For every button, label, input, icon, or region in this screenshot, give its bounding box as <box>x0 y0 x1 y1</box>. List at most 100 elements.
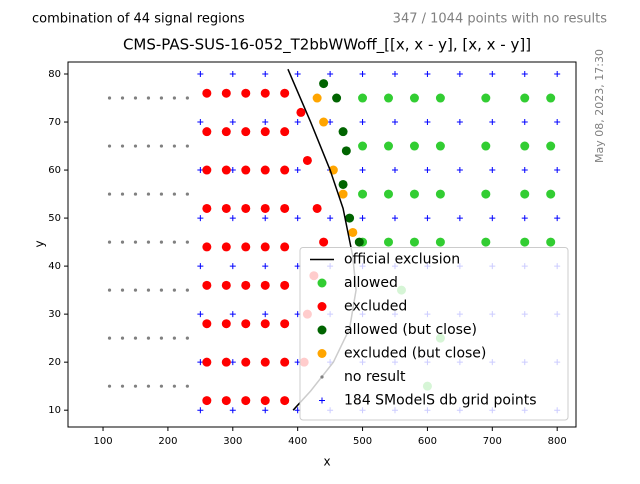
point <box>221 396 231 406</box>
grid-point <box>197 215 204 222</box>
point <box>172 336 177 340</box>
point <box>221 357 231 367</box>
point <box>546 93 556 103</box>
grid-point <box>262 215 269 222</box>
x-tick-label: 800 <box>548 436 567 447</box>
x-tick-label: 400 <box>288 436 307 447</box>
point <box>185 240 189 244</box>
point <box>172 288 177 292</box>
point <box>481 93 491 103</box>
point <box>409 141 419 151</box>
grid-point <box>294 71 301 78</box>
grid-point <box>489 167 496 174</box>
point <box>481 189 491 199</box>
point <box>146 336 151 340</box>
y-tick-label: 40 <box>48 261 61 272</box>
subtitle-right: 347 / 1044 points with no results <box>393 12 608 27</box>
grid-point <box>391 215 398 222</box>
point <box>260 396 270 406</box>
point <box>159 240 164 244</box>
grid-point <box>391 71 398 78</box>
point <box>546 189 556 199</box>
grid-point <box>489 71 496 78</box>
point <box>312 203 322 213</box>
point <box>172 192 177 196</box>
point <box>172 96 177 100</box>
point <box>312 93 322 103</box>
grid-point <box>327 215 334 222</box>
point <box>133 144 138 148</box>
point <box>221 165 231 175</box>
grid-point <box>229 263 236 270</box>
point <box>185 384 189 388</box>
point <box>221 88 231 98</box>
x-tick-label: 500 <box>353 436 372 447</box>
point <box>146 192 151 196</box>
point <box>260 203 270 213</box>
grid-point <box>262 311 269 318</box>
chart-title: CMS-PAS-SUS-16-052_T2bbWWoff_[[x, x - y]… <box>123 36 531 55</box>
point <box>260 280 270 290</box>
point <box>260 165 270 175</box>
grid-point <box>359 215 366 222</box>
grid-point <box>554 215 561 222</box>
grid-point <box>554 71 561 78</box>
point <box>202 165 212 175</box>
x-tick-label: 100 <box>93 436 112 447</box>
point <box>120 96 125 100</box>
point <box>133 336 138 340</box>
grid-point <box>456 167 463 174</box>
point <box>159 192 164 196</box>
legend-label: allowed (but close) <box>344 322 477 338</box>
point <box>241 88 251 98</box>
point <box>358 189 368 199</box>
point <box>202 203 212 213</box>
x-tick-label: 200 <box>158 436 177 447</box>
point <box>202 396 212 406</box>
grid-point <box>359 119 366 126</box>
point <box>221 319 231 329</box>
point <box>384 189 394 199</box>
point <box>202 88 212 98</box>
point <box>107 288 112 292</box>
grid-point <box>521 215 528 222</box>
point <box>384 93 394 103</box>
grid-point <box>456 215 463 222</box>
point <box>409 93 419 103</box>
x-tick-label: 600 <box>418 436 437 447</box>
point <box>435 141 445 151</box>
subtitle-left: combination of 44 signal regions <box>32 12 245 27</box>
y-tick-label: 60 <box>48 165 61 176</box>
point <box>146 384 151 388</box>
grid-point <box>489 119 496 126</box>
point <box>107 144 112 148</box>
point <box>133 288 138 292</box>
point <box>409 237 419 247</box>
grid-point <box>197 407 204 414</box>
y-tick-label: 70 <box>48 117 61 128</box>
grid-point <box>229 71 236 78</box>
y-tick-label: 20 <box>48 357 61 368</box>
point <box>241 242 251 252</box>
point <box>280 396 290 406</box>
point <box>546 141 556 151</box>
point <box>172 240 177 244</box>
point <box>546 237 556 247</box>
point <box>107 240 112 244</box>
point <box>146 96 151 100</box>
point <box>133 240 138 244</box>
point <box>202 357 212 367</box>
point <box>296 107 306 117</box>
point <box>120 384 125 388</box>
point <box>280 319 290 329</box>
point <box>241 396 251 406</box>
point <box>384 141 394 151</box>
point <box>384 237 394 247</box>
point <box>172 144 177 148</box>
point <box>481 237 491 247</box>
point <box>107 336 112 340</box>
legend-marker <box>317 278 327 288</box>
point <box>302 155 312 165</box>
grid-point <box>229 215 236 222</box>
